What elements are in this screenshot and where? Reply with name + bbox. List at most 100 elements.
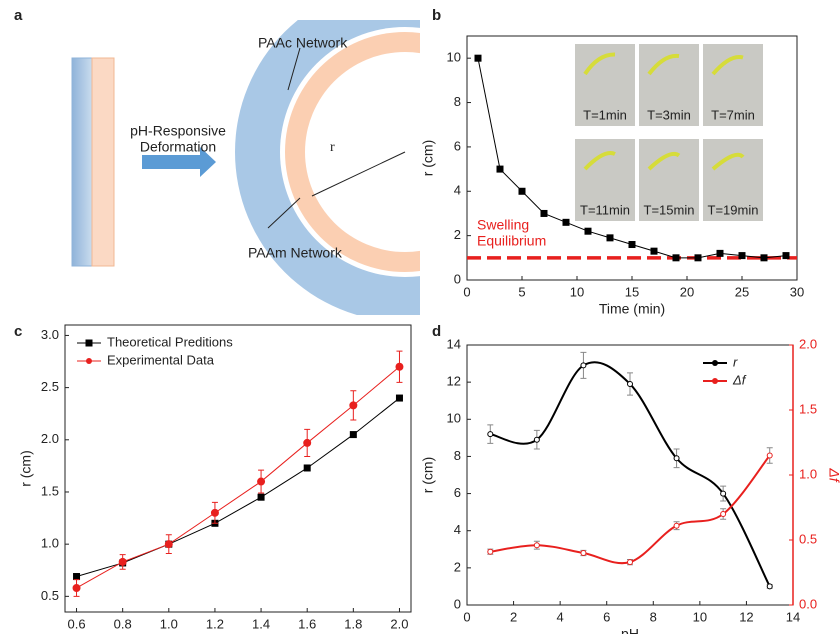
marker bbox=[73, 573, 81, 581]
reference-label: Equilibrium bbox=[477, 233, 546, 249]
marker bbox=[627, 559, 633, 566]
marker bbox=[673, 455, 680, 462]
inset-photo: T=15min bbox=[639, 139, 699, 221]
radius-line bbox=[311, 151, 406, 197]
layer-label: PAAc Network bbox=[258, 35, 348, 51]
y-tick-label: 0 bbox=[454, 596, 461, 611]
y-tick-label: 2 bbox=[454, 559, 461, 574]
pointer bbox=[287, 47, 301, 91]
paac-strip bbox=[71, 57, 95, 267]
y2-tick-label: 1.0 bbox=[799, 466, 817, 481]
arrow-label: Deformation bbox=[140, 139, 216, 155]
legend-marker bbox=[712, 360, 718, 366]
y-tick-label: 2.0 bbox=[41, 431, 59, 446]
y-tick-label: 8 bbox=[454, 94, 461, 109]
marker bbox=[303, 438, 312, 447]
marker bbox=[580, 362, 587, 369]
marker bbox=[349, 401, 358, 410]
marker bbox=[210, 508, 219, 517]
marker bbox=[395, 394, 403, 402]
inset-photo: T=1min bbox=[575, 44, 635, 126]
y-axis-label: r (cm) bbox=[420, 457, 436, 494]
marker bbox=[257, 493, 265, 501]
inset-label: T=19min bbox=[708, 202, 759, 217]
legend-marker bbox=[86, 358, 92, 364]
inset-label: T=11min bbox=[580, 202, 630, 217]
y-tick-label: 1.0 bbox=[41, 536, 59, 551]
inset-label: T=15min bbox=[644, 202, 695, 217]
panel-label: d bbox=[432, 323, 441, 340]
plot-frame bbox=[64, 324, 412, 613]
y-tick-label: 4 bbox=[454, 183, 461, 198]
marker bbox=[766, 452, 773, 459]
marker bbox=[716, 249, 724, 257]
y-tick-label: 1.5 bbox=[41, 483, 59, 498]
marker bbox=[580, 550, 587, 556]
marker bbox=[760, 254, 768, 262]
y2-tick-label: 0.0 bbox=[799, 596, 817, 611]
series-line bbox=[76, 366, 400, 589]
inset-strip bbox=[583, 151, 616, 171]
x-tick-label: 0 bbox=[463, 284, 470, 299]
inset-strip bbox=[583, 52, 616, 76]
marker bbox=[496, 165, 504, 173]
x-tick-label: 14 bbox=[786, 609, 800, 624]
reference-label: Swelling bbox=[477, 217, 529, 233]
marker bbox=[720, 511, 727, 517]
inset-strip bbox=[647, 151, 681, 171]
marker bbox=[474, 54, 482, 62]
x-tick-label: 20 bbox=[680, 284, 694, 299]
arrow-label: pH-Responsive bbox=[130, 123, 226, 139]
legend-marker bbox=[712, 378, 718, 384]
y-tick-label: 14 bbox=[447, 336, 461, 351]
marker bbox=[518, 187, 526, 195]
y-tick-label: 8 bbox=[454, 448, 461, 463]
x-tick-label: 0 bbox=[463, 609, 470, 624]
x-tick-label: 25 bbox=[735, 284, 749, 299]
y2-tick-label: 0.5 bbox=[799, 531, 817, 546]
y2-axis-label: Δf bbox=[826, 467, 840, 483]
inset-strip bbox=[711, 152, 745, 171]
marker bbox=[720, 490, 727, 497]
x-tick-label: 1.4 bbox=[252, 616, 270, 631]
inset-photo: T=19min bbox=[703, 139, 763, 221]
arrow bbox=[142, 147, 216, 177]
y-axis-label: r (cm) bbox=[420, 140, 436, 177]
paam-strip bbox=[91, 57, 115, 267]
layer-label: PAAm Network bbox=[248, 245, 343, 261]
x-tick-label: 10 bbox=[570, 284, 584, 299]
marker bbox=[540, 209, 548, 217]
marker bbox=[164, 540, 173, 549]
y-axis-label: r (cm) bbox=[18, 450, 34, 487]
inset-strip bbox=[711, 54, 744, 76]
marker bbox=[606, 234, 614, 242]
x-tick-label: 0.6 bbox=[67, 616, 85, 631]
inset-label: T=7min bbox=[711, 107, 755, 122]
panel-label: b bbox=[432, 7, 441, 24]
y2-tick-label: 1.5 bbox=[799, 401, 817, 416]
y-tick-label: 12 bbox=[447, 374, 461, 389]
y-tick-label: 6 bbox=[454, 138, 461, 153]
x-tick-label: 1.0 bbox=[160, 616, 178, 631]
marker bbox=[738, 252, 746, 260]
legend-label: Experimental Data bbox=[107, 352, 215, 367]
legend-label: Δf bbox=[732, 372, 747, 387]
radius-label: r bbox=[330, 140, 335, 155]
marker bbox=[766, 583, 773, 590]
ring-hole bbox=[305, 52, 420, 252]
inset-photo: T=11min bbox=[575, 139, 635, 221]
marker bbox=[257, 477, 266, 486]
y-tick-label: 0 bbox=[454, 271, 461, 286]
marker bbox=[118, 557, 127, 566]
marker bbox=[562, 218, 570, 226]
marker bbox=[694, 254, 702, 262]
y-tick-label: 2 bbox=[454, 227, 461, 242]
x-tick-label: 30 bbox=[790, 284, 804, 299]
x-axis-label: Time (min) bbox=[599, 301, 665, 317]
inset-photo: T=3min bbox=[639, 44, 699, 126]
x-tick-label: 10 bbox=[693, 609, 707, 624]
marker bbox=[650, 247, 658, 255]
marker bbox=[303, 464, 311, 472]
x-tick-label: 2.0 bbox=[390, 616, 408, 631]
